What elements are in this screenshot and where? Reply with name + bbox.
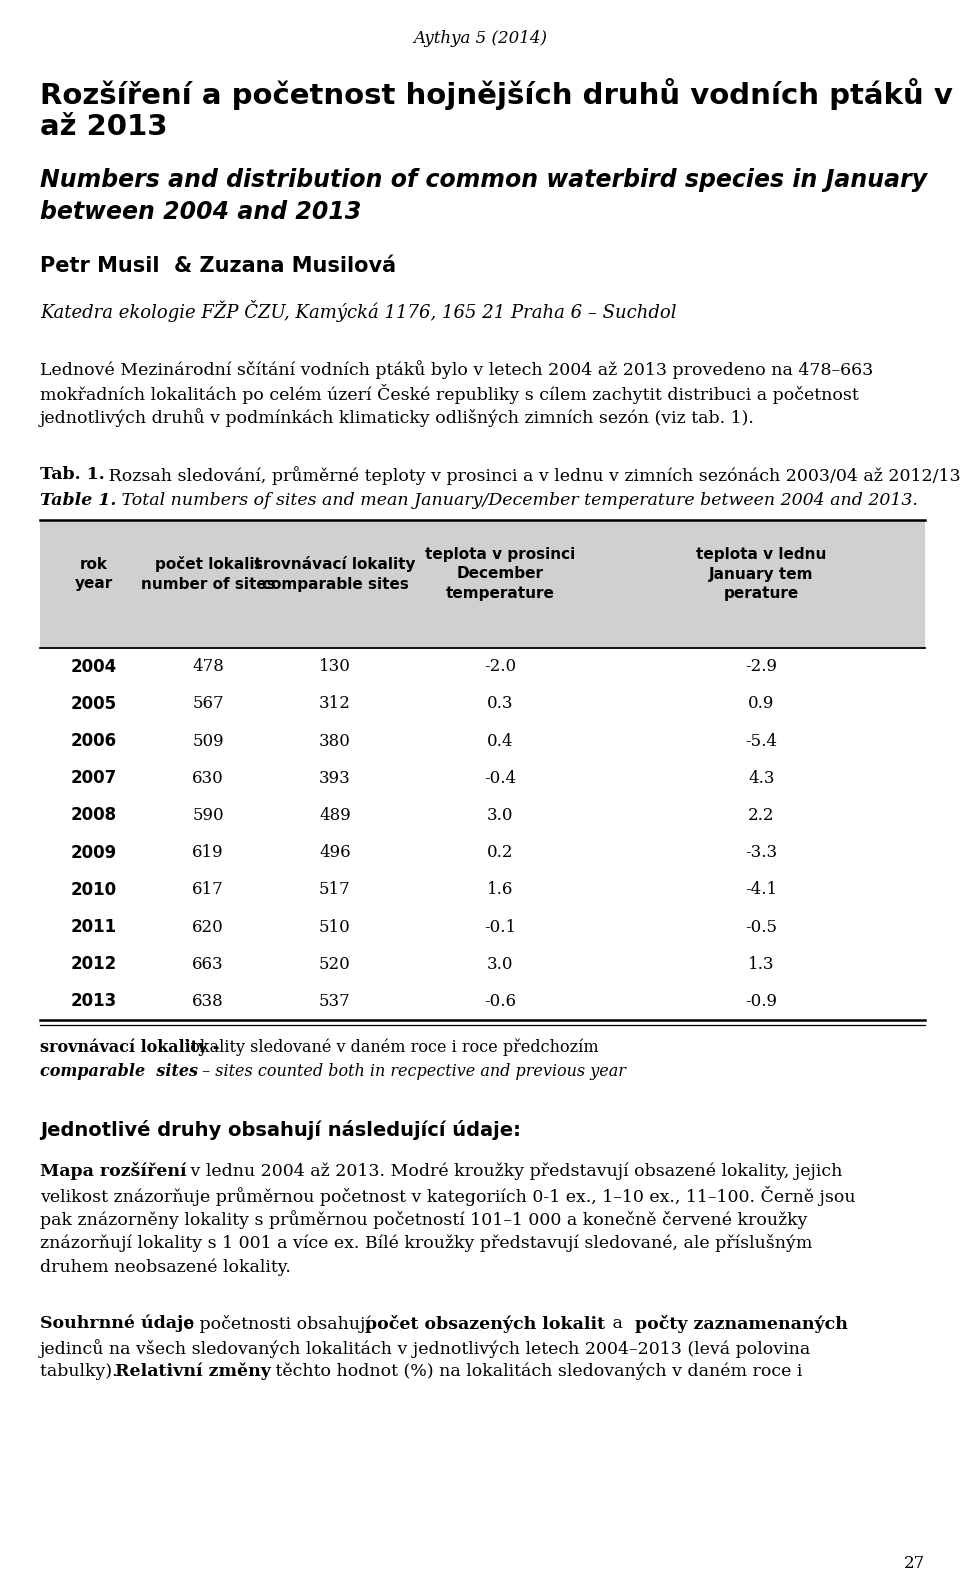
Text: -2.9: -2.9 [746, 658, 778, 676]
Text: teplota v prosinci
December
temperature: teplota v prosinci December temperature [425, 547, 575, 601]
Text: -0.6: -0.6 [484, 993, 516, 1009]
Text: 630: 630 [192, 770, 224, 786]
Text: Relativní změny: Relativní změny [115, 1364, 271, 1381]
Text: jedinců na všech sledovaných lokalitách v jednotlivých letech 2004–2013 (levá po: jedinců na všech sledovaných lokalitách … [40, 1338, 811, 1357]
Text: 590: 590 [192, 807, 224, 824]
Text: Aythya 5 (2014): Aythya 5 (2014) [413, 30, 547, 47]
Text: Total numbers of sites and mean January/December temperature between 2004 and 20: Total numbers of sites and mean January/… [116, 492, 918, 509]
Text: – sites counted both in recpective and previous year: – sites counted both in recpective and p… [197, 1063, 626, 1081]
Text: až 2013: až 2013 [40, 112, 168, 141]
Text: 510: 510 [319, 919, 350, 935]
Text: 638: 638 [192, 993, 224, 1009]
Text: 3.0: 3.0 [487, 956, 514, 973]
Text: 2008: 2008 [71, 807, 117, 824]
Text: 2007: 2007 [71, 769, 117, 788]
Text: lokality sledované v daném roce i roce předchozím: lokality sledované v daném roce i roce p… [185, 1038, 599, 1055]
Text: Petr Musil  & Zuzana Musilová: Petr Musil & Zuzana Musilová [40, 256, 396, 275]
Text: 0.4: 0.4 [487, 732, 514, 750]
Text: -5.4: -5.4 [746, 732, 778, 750]
Text: 617: 617 [192, 881, 224, 899]
Text: Tab. 1.: Tab. 1. [40, 467, 105, 483]
Text: -4.1: -4.1 [745, 881, 778, 899]
Text: velikost znázorňuje průměrnou početnost v kategoriích 0-1 ex., 1–10 ex., 11–100.: velikost znázorňuje průměrnou početnost … [40, 1186, 855, 1205]
Text: 2012: 2012 [71, 956, 117, 973]
Text: počet lokalit
number of sites: počet lokalit number of sites [140, 557, 276, 592]
Text: Rozsah sledování, průměrné teploty v prosinci a v lednu v zimních sezónách 2003/: Rozsah sledování, průměrné teploty v pro… [103, 467, 960, 486]
Text: těchto hodnot (%) na lokalitách sledovaných v daném roce i: těchto hodnot (%) na lokalitách sledovan… [270, 1364, 803, 1381]
Text: 3.0: 3.0 [487, 807, 514, 824]
Text: Katedra ekologie FŽP ČZU, Kamýcká 1176, 165 21 Praha 6 – Suchdol: Katedra ekologie FŽP ČZU, Kamýcká 1176, … [40, 301, 677, 323]
Text: 496: 496 [319, 845, 350, 861]
Text: 2011: 2011 [71, 918, 117, 937]
Text: 0.2: 0.2 [487, 845, 514, 861]
Text: Mapa rozšíření: Mapa rozšíření [40, 1163, 186, 1180]
Text: Souhrnné údaje: Souhrnné údaje [40, 1315, 194, 1332]
Text: -2.0: -2.0 [484, 658, 516, 676]
Text: 2006: 2006 [71, 732, 117, 750]
Text: srovnávací lokality
comparable sites: srovnávací lokality comparable sites [254, 557, 416, 592]
Text: rok
year: rok year [75, 557, 113, 592]
Text: 130: 130 [319, 658, 351, 676]
Text: 478: 478 [192, 658, 224, 676]
Text: 0.9: 0.9 [748, 696, 775, 712]
Text: pak znázorněny lokality s průměrnou početností 101–1 000 a konečně červené krouž: pak znázorněny lokality s průměrnou poče… [40, 1210, 807, 1229]
Text: počty zaznamenaných: počty zaznamenaných [635, 1315, 848, 1334]
Text: 620: 620 [192, 919, 224, 935]
Text: -3.3: -3.3 [745, 845, 778, 861]
Text: -0.4: -0.4 [484, 770, 516, 786]
Text: 27: 27 [903, 1555, 925, 1573]
Text: -0.5: -0.5 [746, 919, 778, 935]
Text: o početnosti obsahují: o početnosti obsahují [178, 1315, 376, 1334]
Text: 2005: 2005 [71, 694, 117, 713]
Text: between 2004 and 2013: between 2004 and 2013 [40, 199, 361, 225]
Text: 537: 537 [319, 993, 350, 1009]
Text: 2013: 2013 [71, 992, 117, 1011]
Text: 567: 567 [192, 696, 224, 712]
Text: 2004: 2004 [71, 658, 117, 676]
Text: 663: 663 [192, 956, 224, 973]
Text: Rozšíření a početnost hojnějších druhů vodních ptáků v lednu 2004: Rozšíření a početnost hojnějších druhů v… [40, 78, 960, 111]
Text: 517: 517 [319, 881, 350, 899]
Text: 489: 489 [319, 807, 350, 824]
Bar [40, 520, 925, 649]
Text: 1.3: 1.3 [748, 956, 775, 973]
Text: 2009: 2009 [71, 843, 117, 862]
Text: znázorňují lokality s 1 001 a více ex. Bílé kroužky představují sledované, ale p: znázorňují lokality s 1 001 a více ex. B… [40, 1234, 812, 1251]
Text: 619: 619 [192, 845, 224, 861]
Text: druhem neobsazené lokality.: druhem neobsazené lokality. [40, 1258, 291, 1275]
Text: Numbers and distribution of common waterbird species in January: Numbers and distribution of common water… [40, 168, 927, 191]
Text: 520: 520 [319, 956, 350, 973]
Text: 509: 509 [192, 732, 224, 750]
Text: teplota v lednu
January tem
perature: teplota v lednu January tem perature [696, 547, 827, 601]
Text: 2.2: 2.2 [748, 807, 775, 824]
Text: 2010: 2010 [71, 881, 117, 899]
Text: 0.3: 0.3 [487, 696, 514, 712]
Text: 393: 393 [319, 770, 350, 786]
Text: Table 1.: Table 1. [40, 492, 116, 509]
Text: jednotlivých druhů v podmínkách klimaticky odlišných zimních sezón (viz tab. 1).: jednotlivých druhů v podmínkách klimatic… [40, 408, 755, 427]
Text: srovnávací lokality -: srovnávací lokality - [40, 1038, 226, 1055]
Text: v lednu 2004 až 2013. Modré kroužky představují obsazené lokality, jejich: v lednu 2004 až 2013. Modré kroužky před… [185, 1163, 842, 1180]
Text: -0.9: -0.9 [746, 993, 778, 1009]
Text: Jednotlivé druhy obsahují následující údaje:: Jednotlivé druhy obsahují následující úd… [40, 1120, 521, 1141]
Text: -0.1: -0.1 [484, 919, 516, 935]
Text: 1.6: 1.6 [487, 881, 514, 899]
Text: 4.3: 4.3 [748, 770, 775, 786]
Text: 312: 312 [319, 696, 351, 712]
Text: počet obsazených lokalit: počet obsazených lokalit [365, 1315, 605, 1334]
Text: tabulky).: tabulky). [40, 1364, 123, 1380]
Text: a: a [607, 1315, 629, 1332]
Text: 380: 380 [319, 732, 351, 750]
Text: comparable  sites: comparable sites [40, 1063, 198, 1081]
Text: mokřadních lokalitách po celém úzerí České republiky s cílem zachytit distribuci: mokřadních lokalitách po celém úzerí Čes… [40, 384, 859, 403]
Text: Lednové Mezinárodní sčítání vodních ptáků bylo v letech 2004 až 2013 provedeno n: Lednové Mezinárodní sčítání vodních pták… [40, 361, 874, 380]
